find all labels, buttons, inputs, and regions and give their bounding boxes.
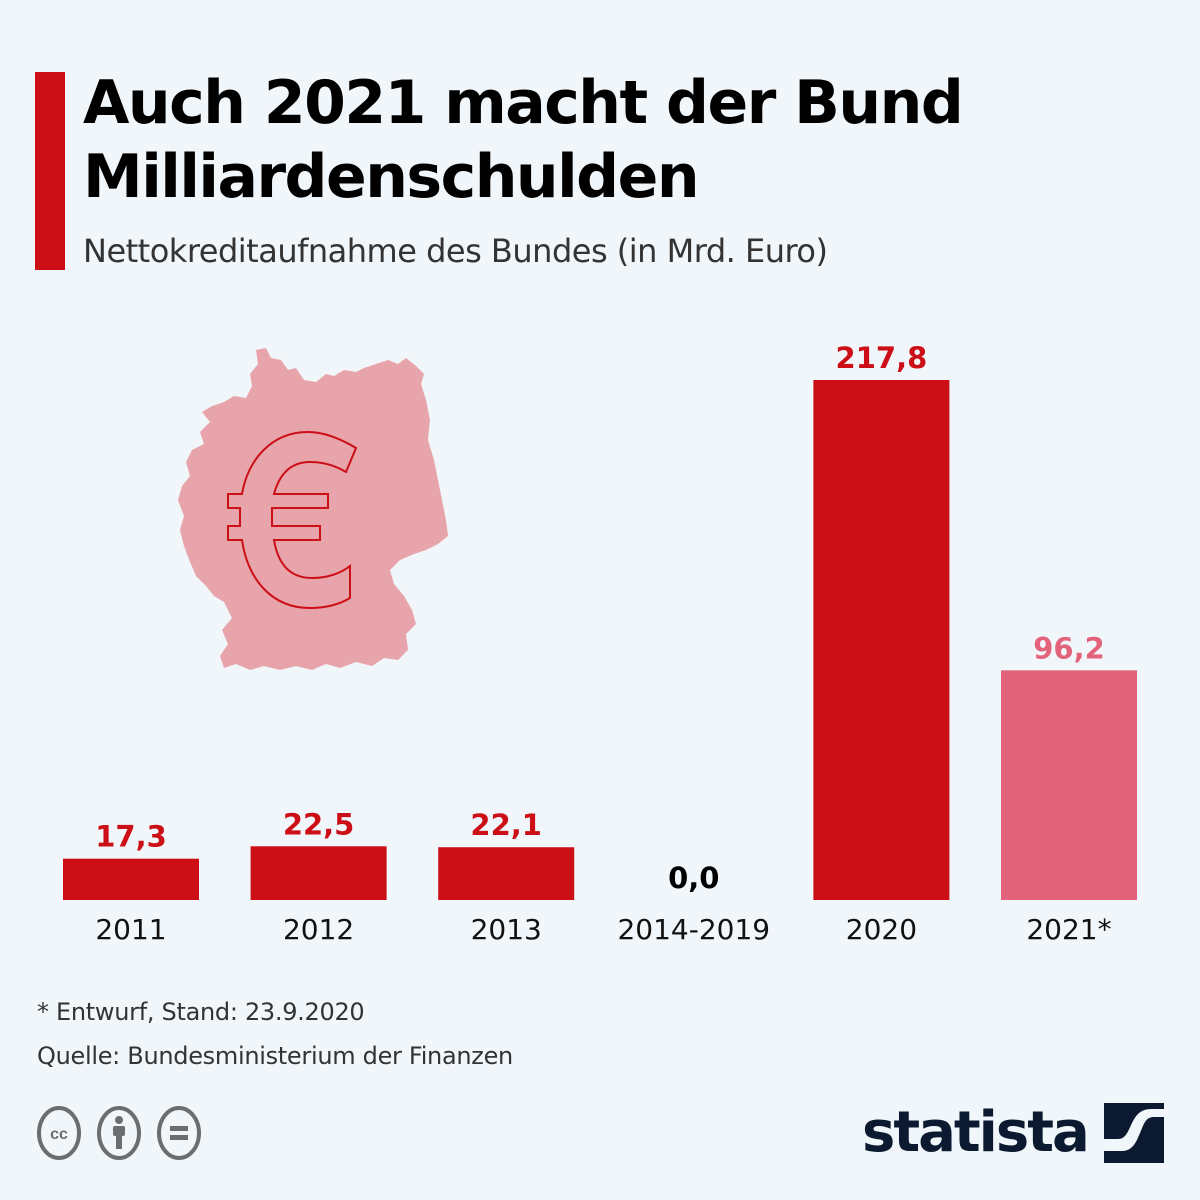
bar-2020 (813, 380, 950, 900)
brand-name: statista (862, 1100, 1090, 1165)
svg-text:cc: cc (50, 1126, 68, 1143)
category-label: 2020 (846, 913, 917, 946)
bar-2012 (250, 846, 387, 900)
title-accent-bar (35, 72, 65, 270)
category-label: 2012 (283, 913, 354, 946)
value-label: 22,1 (470, 808, 542, 842)
category-label: 2014-2019 (617, 913, 770, 946)
source-note: Quelle: Bundesministerium der Finanzen (37, 1042, 513, 1070)
category-label: 2021* (1026, 913, 1111, 946)
value-label: 0,0 (668, 861, 719, 895)
bar-chart: 17,3 2011 22,5 2012 22,1 2013 0,0 2014-2019 217,… (63, 341, 1137, 946)
bar-2021 (1001, 670, 1137, 900)
euro-icon (227, 430, 358, 610)
attribution-icon[interactable] (96, 1105, 142, 1161)
no-derivatives-icon[interactable] (156, 1105, 202, 1161)
value-label: 17,3 (95, 820, 167, 854)
footnote-draft: * Entwurf, Stand: 23.9.2020 (37, 998, 365, 1026)
chart-subtitle: Nettokreditaufnahme des Bundes (in Mrd. … (83, 232, 828, 270)
footnotes: * Entwurf, Stand: 23.9.2020 Quelle: Bund… (37, 990, 513, 1078)
chart-title: Auch 2021 macht der Bund Milliardenschul… (83, 68, 964, 212)
bar-2011 (63, 858, 199, 900)
category-label: 2011 (95, 913, 166, 946)
statista-logo-icon (1103, 1103, 1164, 1163)
value-label: 217,8 (836, 341, 928, 375)
value-label: 22,5 (283, 807, 355, 841)
license-icons: cc (36, 1105, 202, 1161)
cc-icon[interactable]: cc (36, 1105, 82, 1161)
value-label: 96,2 (1033, 631, 1105, 665)
category-label: 2013 (471, 913, 542, 946)
statista-logo[interactable]: statista (862, 1103, 1164, 1163)
bar-2013 (438, 847, 575, 900)
germany-map-icon (176, 340, 456, 680)
